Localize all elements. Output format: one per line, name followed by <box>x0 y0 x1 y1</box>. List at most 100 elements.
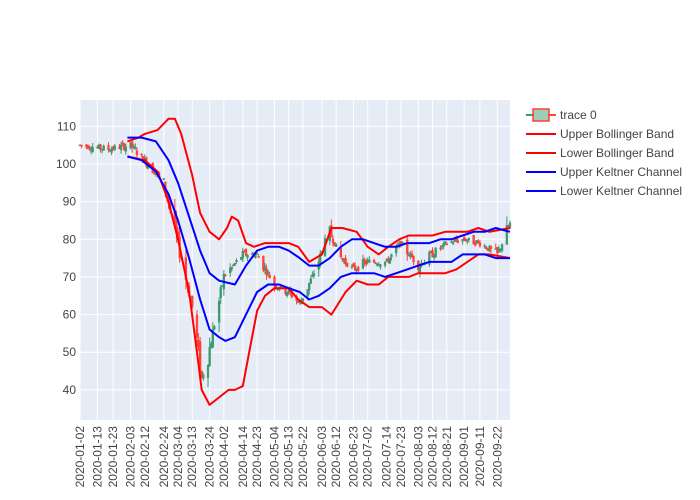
candle-body <box>410 253 414 258</box>
y-tick-label: 60 <box>63 308 77 322</box>
candle-body <box>483 245 486 248</box>
candle-body <box>497 248 501 252</box>
x-tick-label: 2020-08-12 <box>426 426 440 488</box>
candle-body <box>363 260 366 263</box>
candle-body <box>472 235 475 245</box>
candle-body <box>131 141 134 148</box>
legend-item: Upper Keltner Channel <box>526 165 682 179</box>
candle-body <box>444 241 447 243</box>
legend-label: Lower Bollinger Band <box>560 146 674 160</box>
candle-body <box>121 142 124 145</box>
legend-candle-body-icon <box>532 108 550 122</box>
x-tick-label: 2020-05-04 <box>267 426 281 488</box>
candle-body <box>434 247 437 258</box>
candle-body <box>450 241 453 243</box>
candle-body <box>308 282 311 291</box>
x-tick-label: 2020-01-13 <box>90 426 104 488</box>
candle-body <box>262 255 265 271</box>
x-tick-label: 2020-04-23 <box>250 426 264 488</box>
legend: trace 0 Upper Bollinger Band Lower Bolling… <box>526 108 682 198</box>
candle-body <box>341 258 344 260</box>
candle-body <box>505 225 508 245</box>
x-tick-label: 2020-01-02 <box>73 426 87 488</box>
y-axis-tick-labels: 40 50 60 70 80 90 100 110 <box>56 119 76 397</box>
candle-body <box>274 285 278 288</box>
candle-body <box>206 364 210 378</box>
candle-body <box>463 237 466 241</box>
candle-body <box>140 153 143 156</box>
candle-body <box>445 243 448 246</box>
x-tick-label: 2020-08-03 <box>411 426 425 488</box>
x-tick-label: 2020-02-12 <box>138 426 152 488</box>
lower-keltner-channel-line <box>127 155 510 342</box>
candle-body <box>467 237 471 240</box>
x-tick-label: 2020-03-24 <box>203 426 217 488</box>
candle-body <box>306 289 309 297</box>
legend-item: Lower Keltner Channel <box>526 184 682 198</box>
y-tick-label: 90 <box>63 195 77 209</box>
candle-body <box>230 266 233 270</box>
x-tick-label: 2020-05-22 <box>296 426 310 488</box>
candle-body <box>80 144 83 147</box>
candle-body <box>217 300 221 323</box>
candle-body <box>153 172 156 175</box>
candle-body <box>353 265 357 271</box>
candle-body <box>99 144 102 150</box>
lower-bollinger-band-line <box>127 155 511 406</box>
candle-body <box>406 239 409 255</box>
x-tick-label: 2020-06-03 <box>315 426 329 488</box>
candle-body <box>162 178 165 180</box>
candle-body <box>418 266 422 273</box>
y-tick-label: 110 <box>57 119 76 133</box>
x-tick-label: 2020-02-24 <box>157 426 171 488</box>
candle-body <box>301 298 305 302</box>
x-tick-label: 2020-06-23 <box>346 426 360 488</box>
candle-body <box>379 264 382 268</box>
candle-body <box>489 246 493 249</box>
upper-keltner-channel-line <box>127 136 511 286</box>
candle-body <box>350 266 354 268</box>
candle-body <box>233 263 237 265</box>
y-tick-label: 50 <box>63 345 77 359</box>
legend-label: Upper Bollinger Band <box>560 127 674 141</box>
candle-body <box>255 253 259 255</box>
candle-body <box>208 347 211 366</box>
gridlines <box>79 100 510 420</box>
candle-body <box>110 148 113 153</box>
candle-body <box>211 329 214 348</box>
candle-body <box>202 374 205 379</box>
candle-body <box>428 252 431 265</box>
candle-body <box>240 256 243 260</box>
x-tick-label: 2020-08-21 <box>440 426 454 488</box>
legend-item: trace 0 <box>526 108 597 122</box>
candle-body <box>232 264 235 267</box>
x-tick-label: 2020-07-23 <box>394 426 408 488</box>
candle-body <box>439 247 442 250</box>
candle-body <box>200 370 203 379</box>
candle-body <box>477 241 480 243</box>
upper-bollinger-band-line <box>127 117 511 263</box>
candle-body <box>456 240 459 243</box>
y-tick-label: 80 <box>63 232 77 246</box>
candle-body <box>257 256 260 258</box>
candle-body <box>500 244 504 252</box>
candle-body <box>132 145 135 148</box>
candle-body <box>224 274 227 277</box>
candle-body <box>219 287 222 298</box>
candle-body <box>135 150 139 156</box>
legend-label: Upper Keltner Channel <box>560 165 682 179</box>
candle-body <box>451 242 455 245</box>
candle-body <box>383 261 387 266</box>
candle-body <box>488 246 491 252</box>
x-tick-label: 2020-01-23 <box>106 426 120 488</box>
candle-body <box>485 246 488 250</box>
candle-body <box>334 243 338 247</box>
candle-body <box>368 259 371 263</box>
candle-body <box>285 292 289 297</box>
candle-body <box>412 255 415 263</box>
candle-body <box>357 266 360 271</box>
candle-body <box>102 145 105 151</box>
candle-body <box>464 239 467 242</box>
candle-body <box>374 262 377 265</box>
